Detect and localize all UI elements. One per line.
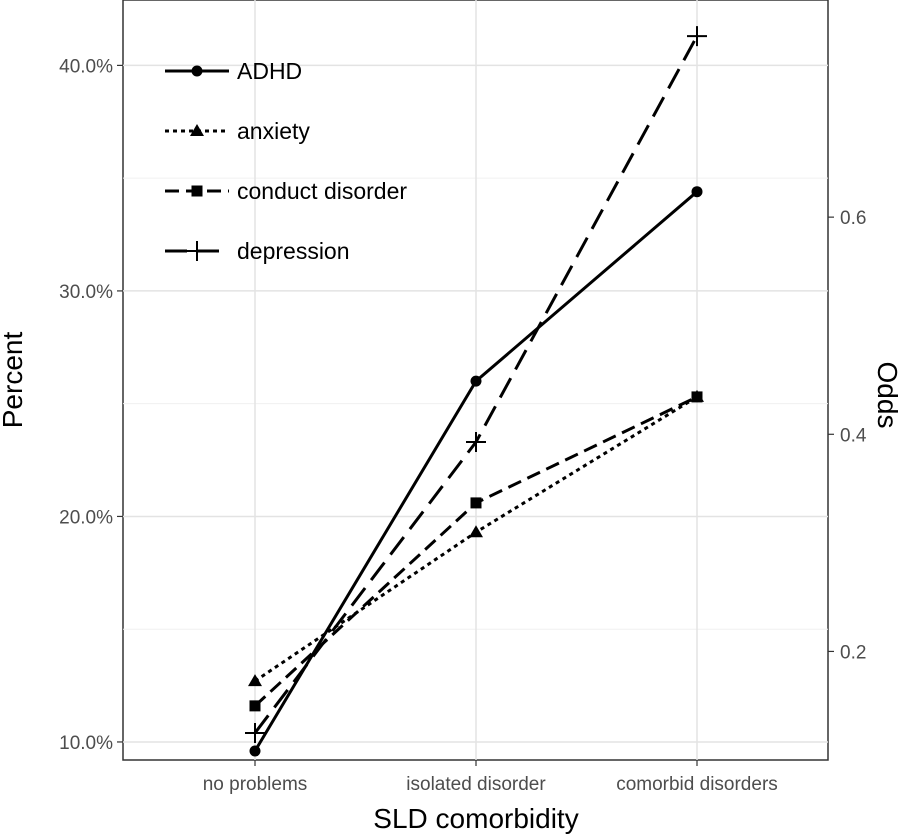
- y2-tick-label: 0.4: [840, 425, 867, 446]
- data-point-anxiety: [248, 674, 262, 687]
- y2-tick-label: 0.2: [840, 642, 866, 663]
- x-tick-label: isolated disorder: [406, 774, 546, 795]
- data-point-conduct-disorder: [249, 700, 261, 712]
- x-tick-label: no problems: [203, 774, 308, 795]
- legend-label: depression: [237, 238, 350, 264]
- legend-label: ADHD: [237, 58, 302, 84]
- legend-key-marker: [191, 65, 203, 77]
- data-point-conduct-disorder: [691, 391, 703, 403]
- y2-axis-title: Odds: [872, 362, 903, 429]
- legend-label: conduct disorder: [237, 178, 407, 204]
- legend-label: anxiety: [237, 118, 310, 144]
- legend-key-marker: [190, 124, 204, 136]
- data-point-depression: [466, 432, 486, 453]
- y-tick-label: 20.0%: [59, 507, 113, 528]
- y-tick-label: 30.0%: [59, 282, 113, 303]
- axes: 10.0% 20.0% 30.0% 40.0% no problems isolated …: [59, 56, 867, 795]
- legend-key-marker: [187, 241, 207, 261]
- y-tick-label: 40.0%: [59, 56, 113, 77]
- data-point-anxiety: [469, 525, 483, 538]
- x-tick-label: comorbid disorders: [616, 774, 778, 795]
- legend: ADHD anxiety conduct disorder depression: [165, 58, 407, 264]
- legend-key-marker: [191, 185, 203, 197]
- y-axis-title: Percent: [0, 332, 28, 429]
- series-layer: [245, 26, 707, 757]
- y-tick-label: 10.0%: [59, 733, 113, 754]
- data-point-depression: [687, 26, 707, 47]
- data-point-adhd: [691, 186, 703, 198]
- y2-tick-label: 0.6: [840, 208, 866, 229]
- data-point-depression: [245, 722, 265, 743]
- data-point-adhd: [249, 745, 261, 757]
- data-point-conduct-disorder: [470, 497, 482, 509]
- x-axis-title: SLD comorbidity: [373, 803, 578, 834]
- data-point-adhd: [470, 375, 482, 387]
